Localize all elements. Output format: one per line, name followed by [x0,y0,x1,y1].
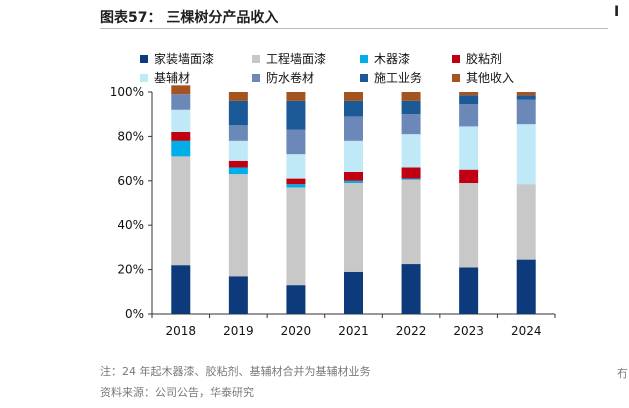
legend-item: 防水卷材 [252,69,314,86]
legend-label: 防水卷材 [266,71,315,85]
bar-segment [286,178,306,185]
bar-segment [286,92,306,101]
figure-source: 资料来源：公司公告，华泰研究 [100,386,254,399]
legend-swatch [252,54,260,63]
bar-segment [344,116,363,141]
legend-label: 木器漆 [374,52,411,66]
bar-segment [344,171,363,181]
bar-segment [401,179,421,265]
bar-segment [171,156,191,266]
y-tick-label: 80% [117,129,144,143]
bar-segment [401,92,421,101]
bar-segment [401,134,421,168]
x-tick-label: 2020 [281,324,312,338]
y-tick-label: 100% [110,85,144,99]
bar-segment [401,167,421,179]
y-tick-label: 0% [125,307,144,321]
bar-segment [228,92,248,101]
legend-swatch [140,54,148,63]
bar-segment [228,125,248,141]
legend-swatch [452,73,460,82]
legend-label: 胶粘剂 [466,52,503,66]
legend-label: 家装墙面漆 [154,52,215,66]
x-tick-label: 2019 [223,324,254,338]
bar-segment [344,183,363,272]
legend-label: 工程墙面漆 [266,52,327,66]
bar-segment [344,271,363,314]
y-tick-label: 20% [117,263,144,277]
bar-segment [516,259,536,314]
bar-segment [286,184,306,188]
bar-segment [459,126,479,170]
x-tick-label: 2022 [396,324,427,338]
chart-bars [171,85,536,314]
bar-segment [401,114,421,135]
bar-segment [171,109,191,132]
bar-segment [516,124,536,185]
bar-segment [516,95,536,100]
chart-tick-labels: 0% 20% 40% 60% 80% 100% 2018 2019 2020 2021 2022 20… [110,85,542,338]
legend-item: 家装墙面漆 [140,50,214,67]
y-tick-label: 60% [117,174,144,188]
bar-segment [171,140,191,157]
bar-segment [228,140,248,161]
x-tick-label: 2018 [166,324,197,338]
legend-item: 施工业务 [360,69,422,86]
title-divider [100,28,608,29]
bar-segment [516,184,536,260]
bar-segment [286,154,306,179]
bar-segment [344,100,363,117]
bar-segment [286,129,306,155]
y-tick-label: 40% [117,218,144,232]
bar-segment [171,265,191,314]
bar-segment [171,131,191,141]
bar-segment [286,285,306,314]
bar-segment [459,92,479,96]
bar-segment [228,167,248,175]
bar-segment [516,92,536,96]
bar-segment [344,92,363,101]
x-tick-label: 2023 [453,324,484,338]
x-tick-label: 2024 [511,324,542,338]
bar-segment [286,187,306,286]
legend-item: 木器漆 [360,50,410,67]
right-edge-title-fragment: Ⅰ [614,4,620,20]
bar-segment [459,95,479,105]
bar-segment [401,178,421,180]
bar-segment [459,104,479,127]
legend-label: 基辅材 [154,71,191,85]
right-edge-note-fragment: 冇 [617,367,628,380]
legend-label: 施工业务 [374,71,423,85]
legend-item: 其他收入 [452,69,514,86]
bar-segment [171,94,191,110]
legend-swatch [360,54,368,63]
bar-segment [401,100,421,115]
legend-item: 工程墙面漆 [252,50,326,67]
bar-segment [344,180,363,184]
legend-swatch [252,73,260,82]
bar-segment [171,85,191,95]
legend-label: 其他收入 [466,71,515,85]
bar-segment [401,264,421,314]
bar-segment [228,276,248,314]
legend-item: 胶粘剂 [452,50,502,67]
figure-title: 图表57： 三棵树分产品收入 [100,10,279,26]
bar-segment [516,99,536,125]
bar-segment [459,267,479,314]
legend-swatch [360,73,368,82]
bar-segment [228,174,248,277]
bar-segment [286,100,306,130]
bar-segment [459,169,479,184]
legend-item: 基辅材 [140,69,190,86]
bar-segment [344,140,363,172]
figure-note: 注：24 年起木器漆、胶粘剂、基辅材合并为基辅材业务 [100,365,371,378]
bar-segment [459,183,479,268]
x-tick-label: 2021 [338,324,369,338]
legend-swatch [452,54,460,63]
bar-segment [228,160,248,168]
legend-swatch [140,73,148,82]
bar-segment [228,100,248,126]
